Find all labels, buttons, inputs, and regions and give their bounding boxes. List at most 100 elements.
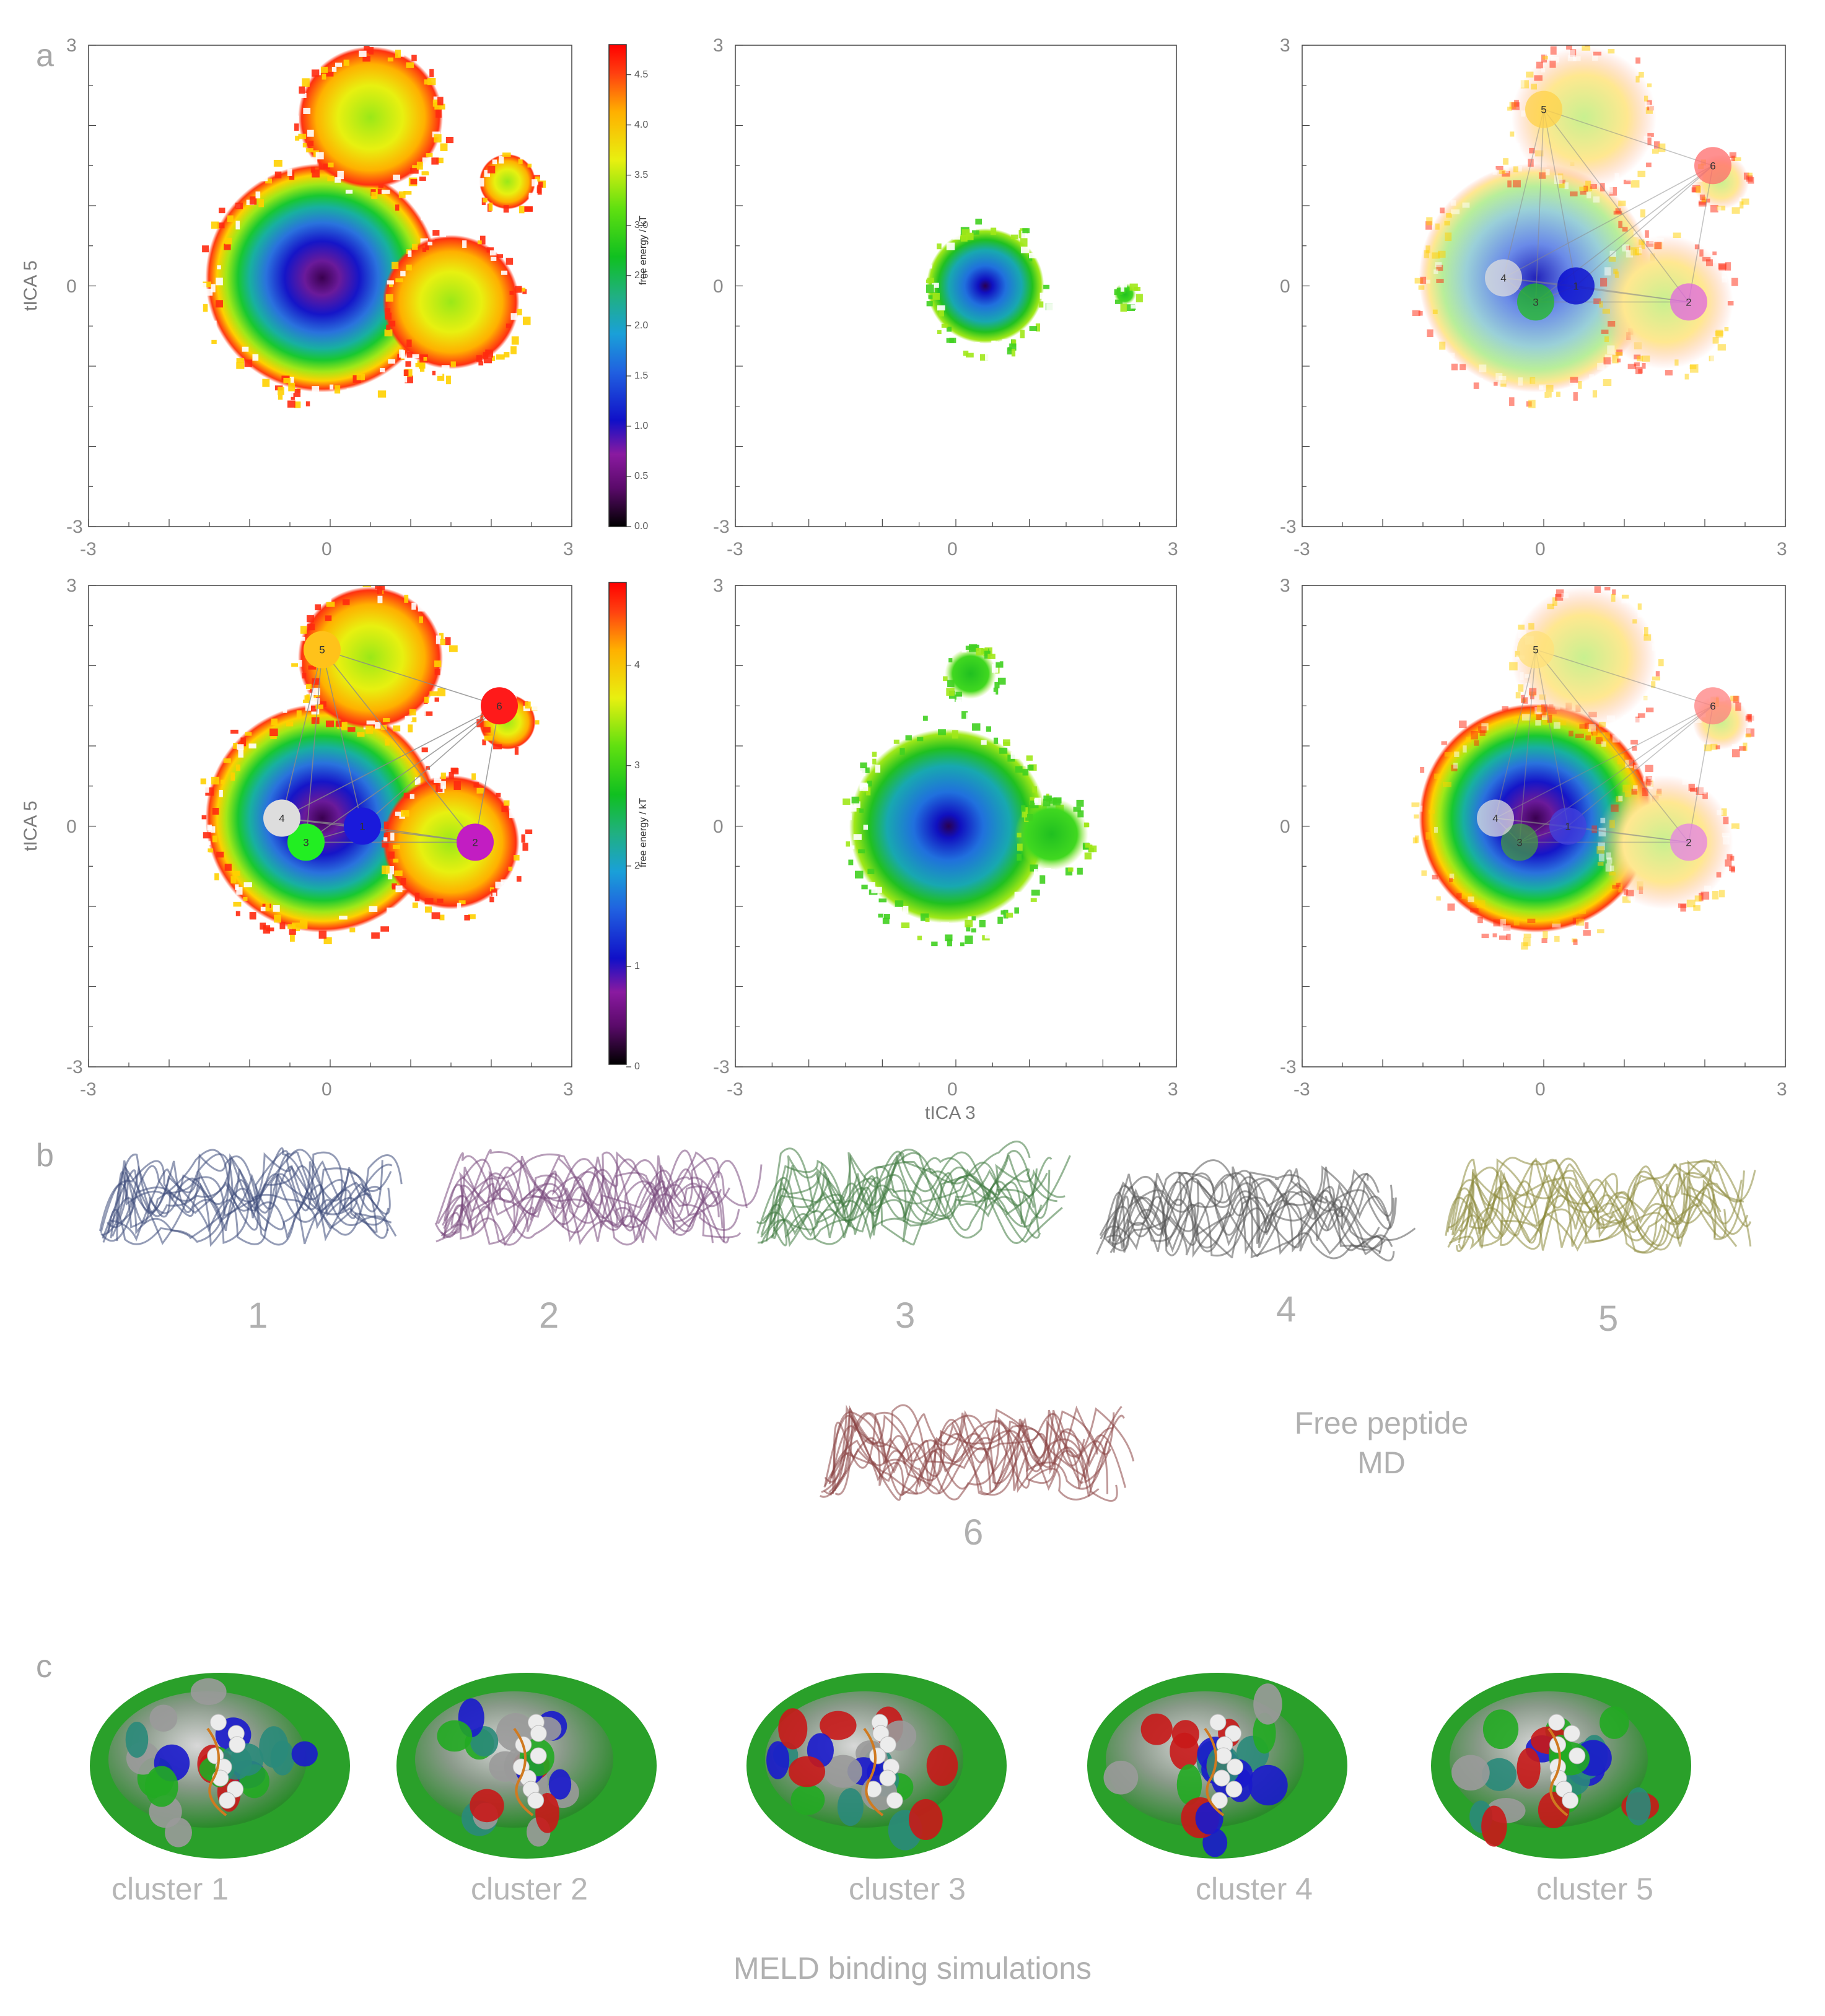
basin [1512,46,1657,189]
colorbar-2 [608,582,631,1067]
y-tick-label: -3 [66,1057,83,1077]
free-peptide-caption: Free peptide MD [1258,1403,1505,1483]
state-marker-5: 5 [1517,631,1554,668]
x-tick-label: -3 [727,1079,743,1100]
state-label-3: 3 [1533,296,1538,308]
state-marker-3: 3 [287,823,325,861]
structure-label-5: 5 [1598,1299,1619,1339]
plot-a-row2-col1: 1 2 3 4 5 6 [88,585,572,1067]
plot-a-row2-col3: 1 2 3 4 5 6 [1302,585,1786,1067]
colorbar-tick-label: 2.5 [634,270,649,281]
x-axis-title: tICA 3 [925,1103,976,1123]
cluster-label-2: cluster 2 [471,1872,588,1906]
state-label-3: 3 [1516,836,1522,848]
state-label-6: 6 [496,700,502,712]
y-tick-label: -3 [1280,1057,1297,1077]
state-label-4: 4 [1492,813,1498,825]
y-tick-label: -3 [713,1057,730,1077]
colorbar-tick-label: 3.0 [634,219,649,230]
y-tick-label: -3 [1280,517,1297,537]
y-tick-label: 3 [1280,35,1290,56]
free-peptide-caption-line1: Free peptide [1294,1406,1469,1440]
state-marker-6: 6 [1694,687,1731,725]
basin [1419,163,1653,393]
colorbar-1-title: free energy / kT [638,215,649,285]
colorbar-tick-label: 0.5 [634,470,649,481]
state-marker-3: 3 [1501,823,1538,861]
state-marker-3: 3 [1517,283,1554,321]
x-tick-label: 3 [1777,539,1787,559]
free-peptide-caption-line2: MD [1357,1445,1406,1480]
colorbar-2-title: free energy / kT [638,797,649,867]
x-tick-label: 3 [1168,1079,1178,1100]
x-tick-label: -3 [1293,539,1310,559]
basin [382,235,520,369]
state-marker-5: 5 [304,631,341,668]
x-tick-label: 3 [563,1079,574,1100]
state-marker-6: 6 [1694,147,1731,185]
panel-letter-a: a [36,38,54,74]
colorbar-tick-label: 4.5 [634,69,649,80]
structure-2 [434,1149,763,1247]
basin [1419,703,1653,933]
x-tick-label: 0 [322,1079,332,1100]
state-marker-2: 2 [1670,283,1707,321]
state-marker-4: 4 [1477,799,1514,837]
plot-a-row2-col2 [735,585,1177,1067]
y-tick-label: 0 [66,276,77,297]
basin [205,163,439,393]
structure-4 [1096,1159,1416,1262]
state-marker-4: 4 [263,799,300,837]
state-marker-1: 1 [1549,807,1586,845]
colorbar-tick-label: 4 [634,659,640,670]
structure-label-1: 1 [248,1295,268,1336]
state-label-1: 1 [1565,821,1570,833]
y-tick-label: 3 [66,576,77,596]
x-tick-label: 0 [322,539,332,559]
plot-a-row1-col3: 1 2 3 4 5 6 [1302,45,1786,527]
colorbar-tick-label: 1.0 [634,420,649,431]
x-tick-label: 0 [1535,1079,1546,1100]
state-marker-4: 4 [1485,259,1522,297]
state-label-4: 4 [279,813,284,825]
cluster-label-1: cluster 1 [112,1872,229,1906]
surface-cluster-3 [746,1673,1007,1859]
state-label-5: 5 [1541,104,1546,116]
x-tick-label: -3 [1293,1079,1310,1100]
state-label-1: 1 [359,821,365,833]
y-tick-label: 3 [66,35,77,56]
structure-label-4: 4 [1276,1289,1297,1330]
y-tick-label: 3 [713,35,724,56]
colorbar-1 [608,44,631,527]
plot-a-row1-col1 [88,45,572,527]
structure-5 [1445,1157,1756,1254]
basin [849,729,1048,924]
state-marker-5: 5 [1525,90,1562,128]
basin [479,154,536,209]
state-label-3: 3 [303,836,309,848]
y-tick-label: -3 [66,517,83,537]
structure-1 [98,1147,403,1247]
panel-letter-b: b [36,1137,54,1173]
x-tick-label: -3 [80,1079,97,1100]
y-tick-label: 0 [713,816,724,837]
surface-cluster-2 [396,1673,657,1859]
basin [298,46,443,189]
y-tick-label: 0 [1280,276,1290,297]
colorbar-tick-label: 1.5 [634,370,649,381]
structure-6 [819,1404,1135,1502]
colorbar-tick-label: 4.0 [634,119,649,130]
state-marker-2: 2 [1670,823,1707,861]
y-tick-label: 0 [66,816,77,837]
state-label-4: 4 [1500,273,1506,284]
state-label-5: 5 [1533,644,1538,656]
plot-a-row1-col2 [735,45,1177,527]
y-tick-label: 3 [713,576,724,596]
state-label-5: 5 [319,644,325,656]
basin [1512,586,1657,729]
basin [298,586,443,729]
x-tick-label: -3 [80,539,97,559]
x-tick-label: 3 [563,539,574,559]
basin [205,703,439,933]
